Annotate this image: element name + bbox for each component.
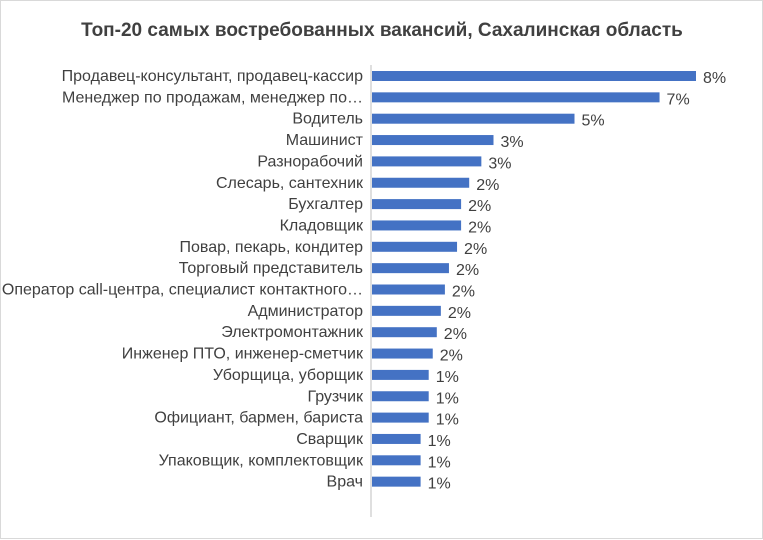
category-label: Инженер ПТО, инженер-сметчик bbox=[122, 346, 364, 363]
category-label: Администратор bbox=[248, 303, 364, 320]
value-label: 3% bbox=[501, 134, 524, 151]
bar bbox=[372, 327, 437, 338]
value-label: 1% bbox=[428, 476, 451, 493]
bar bbox=[372, 348, 433, 359]
value-label: 2% bbox=[476, 177, 499, 194]
value-label: 2% bbox=[448, 305, 471, 322]
bar bbox=[372, 369, 429, 380]
bar bbox=[372, 476, 421, 487]
bar bbox=[372, 220, 462, 231]
bar bbox=[372, 113, 575, 124]
category-label: Электромонтажник bbox=[221, 324, 364, 341]
chart-title: Топ-20 самых востребованных вакансий, Са… bbox=[81, 20, 683, 41]
value-label: 2% bbox=[468, 198, 491, 215]
bar bbox=[372, 284, 445, 295]
value-label: 1% bbox=[428, 454, 451, 471]
category-label: Машинист bbox=[286, 132, 364, 149]
bar bbox=[372, 199, 462, 210]
category-label: Продавец-консультант, продавец-кассир bbox=[62, 68, 363, 85]
bar bbox=[372, 177, 470, 188]
value-label: 2% bbox=[464, 241, 487, 258]
bar bbox=[372, 455, 421, 466]
bar bbox=[372, 92, 660, 103]
bar bbox=[372, 412, 429, 423]
category-label: Водитель bbox=[292, 111, 363, 128]
value-label: 2% bbox=[440, 348, 463, 365]
category-label: Повар, пекарь, кондитер bbox=[180, 239, 364, 256]
bar bbox=[372, 263, 449, 274]
value-label: 2% bbox=[456, 262, 479, 279]
category-label: Официант, бармен, бариста bbox=[154, 410, 363, 427]
value-label: 1% bbox=[428, 433, 451, 450]
category-label: Торговый представитель bbox=[179, 260, 363, 277]
category-label: Уборщица, уборщик bbox=[213, 367, 364, 384]
bar bbox=[372, 156, 482, 167]
category-label: Разнорабочий bbox=[257, 153, 363, 170]
value-label: 8% bbox=[703, 70, 726, 87]
value-label: 2% bbox=[468, 219, 491, 236]
category-label: Кладовщик bbox=[280, 217, 364, 234]
bar bbox=[372, 305, 441, 316]
bars-layer: Продавец-консультант, продавец-кассир 8% М… bbox=[2, 68, 726, 493]
bar bbox=[372, 391, 429, 402]
category-label: Врач bbox=[327, 474, 363, 491]
category-label: Оператор call-центра, специалист контакт… bbox=[2, 282, 363, 299]
bar bbox=[372, 71, 696, 81]
value-label: 2% bbox=[452, 284, 475, 301]
bar bbox=[372, 135, 494, 146]
category-label: Сварщик bbox=[296, 431, 364, 448]
category-label: Упаковщик, комплектовщик bbox=[159, 452, 364, 469]
category-label: Грузчик bbox=[307, 388, 364, 405]
value-label: 7% bbox=[667, 91, 690, 108]
value-label: 2% bbox=[444, 326, 467, 343]
category-label: Менеджер по продажам, менеджер по… bbox=[62, 89, 363, 106]
value-label: 1% bbox=[436, 369, 459, 386]
category-label: Бухгалтер bbox=[288, 196, 363, 213]
bar bbox=[372, 241, 458, 252]
value-label: 1% bbox=[436, 412, 459, 429]
value-label: 5% bbox=[582, 113, 605, 130]
bar bbox=[372, 433, 421, 444]
value-label: 3% bbox=[488, 155, 511, 172]
value-label: 1% bbox=[436, 390, 459, 407]
category-label: Слесарь, сантехник bbox=[216, 175, 364, 192]
